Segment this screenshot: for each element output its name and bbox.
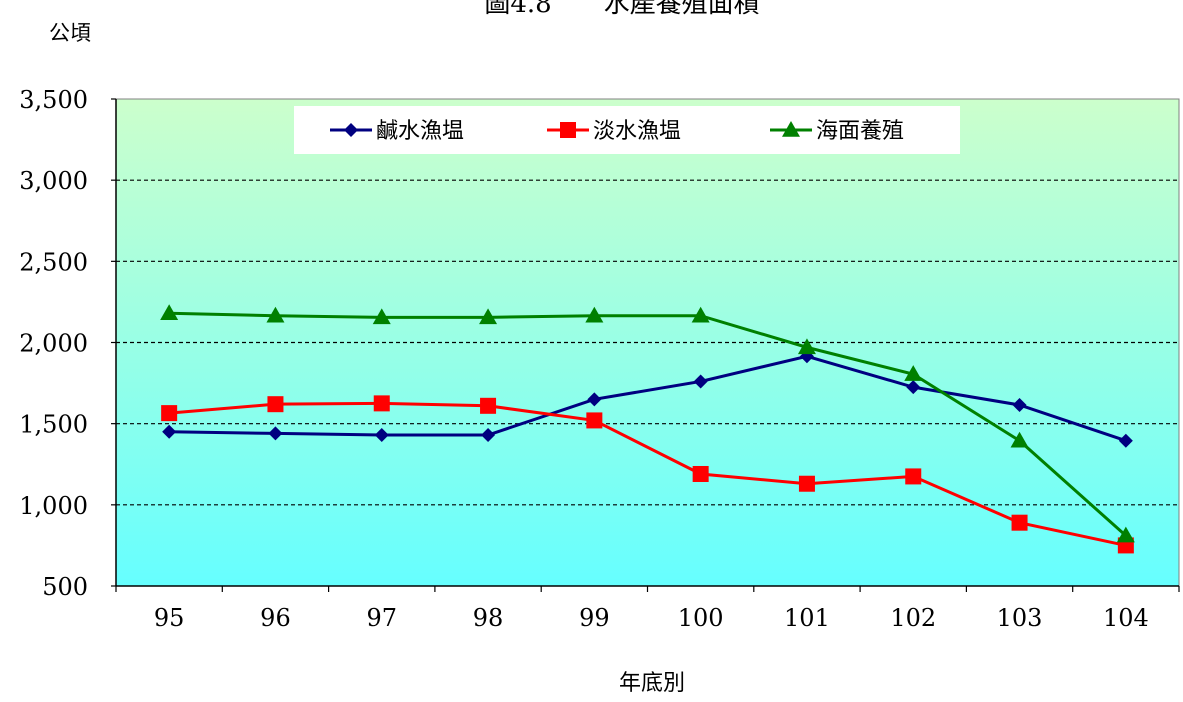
data-point [693,374,708,389]
data-point [1118,433,1133,448]
y-tick-label: 2,000 [19,330,88,358]
data-point [585,306,604,323]
legend-label: 鹹水漁塭 [376,119,464,144]
data-point [162,424,177,439]
data-point [692,465,709,482]
x-tick-label: 103 [997,604,1043,632]
legend: 鹹水漁塭 淡水漁塭 海面養殖 [294,106,960,154]
data-point [587,392,602,407]
x-tick-label: 101 [784,604,830,632]
data-point [479,308,498,325]
series-group [160,304,1135,543]
data-point [268,426,283,441]
axes: 500 1,000 1,500 2,000 2,500 3,000 3,500 95 96 97 9… [19,86,1180,632]
data-point [266,306,285,323]
series-line [169,311,1127,537]
x-tick-label: 100 [678,604,724,632]
series-line [169,354,1127,443]
series-layer [160,304,1135,554]
data-point [691,306,710,323]
x-axis-label: 年底別 [619,671,685,696]
data-point [904,365,923,381]
y-tick-label: 1,000 [19,492,88,520]
gridlines [116,179,1179,506]
y-tick-label: 1,500 [19,411,88,439]
x-tick-label: 95 [154,604,185,632]
data-point [1011,514,1028,531]
series-group [162,349,1133,448]
legend-box [294,106,960,154]
y-tick-label: 3,000 [19,167,88,195]
y-tick-label: 500 [42,573,88,601]
data-point [1116,526,1135,543]
data-point [373,395,390,412]
data-point [481,428,496,443]
legend-label: 海面養殖 [816,119,904,144]
x-tick-label: 102 [890,604,936,632]
data-point [374,428,389,443]
y-tick-label: 2,500 [19,248,88,276]
data-point [480,397,497,414]
data-point [782,121,800,137]
data-point [344,123,358,137]
x-tick-label: 98 [473,604,504,632]
data-point [1012,397,1027,412]
x-tick-label: 104 [1103,604,1149,632]
data-point [161,405,178,422]
data-point [798,475,815,492]
data-point [560,122,576,138]
x-tick-label: 96 [260,604,291,632]
data-point [267,396,284,413]
y-tick-label: 3,500 [19,86,88,114]
y-axis-label: 公頃 [49,21,91,45]
legend-label: 淡水漁塭 [593,119,681,144]
data-point [586,412,603,429]
data-point [160,304,179,321]
data-point [1010,431,1029,448]
data-point [797,338,816,355]
chart-title: 圖4.8 水產養殖面積 [484,0,759,19]
x-tick-label: 97 [366,604,397,632]
data-point [372,308,391,325]
series-group [161,395,1134,554]
series-line [169,401,1127,547]
data-point [906,380,921,395]
x-tick-label: 99 [579,604,610,632]
data-point [905,468,922,485]
